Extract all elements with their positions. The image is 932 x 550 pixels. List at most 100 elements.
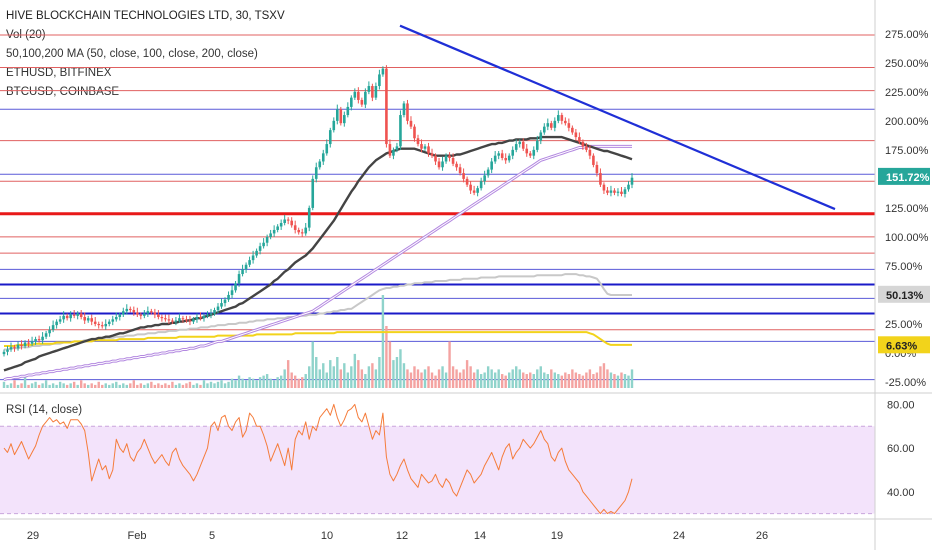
volume-bar: [115, 381, 118, 388]
volume-bar: [479, 374, 483, 388]
volume-bar: [304, 374, 307, 388]
volume-bar: [13, 380, 16, 388]
volume-bar: [493, 372, 497, 388]
price-tick-label: 275.00%: [885, 29, 929, 41]
candle-body: [188, 320, 192, 322]
price-tick-label: 175.00%: [885, 145, 929, 157]
volume-bar: [220, 380, 223, 388]
candle-body: [409, 120, 413, 127]
volume-bar: [318, 369, 321, 388]
candle-body: [514, 144, 518, 150]
volume-bar: [104, 383, 107, 388]
candle-body: [185, 319, 188, 321]
candle-body: [486, 169, 490, 176]
horizontal-levels[interactable]: [0, 34, 875, 381]
volume-bar: [27, 384, 30, 388]
candle-body: [314, 167, 318, 179]
volume-bar: [251, 378, 255, 388]
volume-bar: [623, 374, 627, 388]
price-tick-label: 125.00%: [885, 203, 929, 215]
candle-body: [107, 321, 111, 324]
candle-body: [293, 225, 297, 230]
legend-btc[interactable]: BTCUSD, COINBASE: [6, 86, 120, 98]
candle-body: [20, 344, 23, 347]
candle-body: [9, 347, 13, 350]
volume-bar: [255, 380, 258, 388]
volume-bar: [122, 383, 125, 388]
candle-body: [300, 232, 304, 234]
candle-body: [58, 319, 62, 322]
price-badge: [878, 285, 930, 303]
candle-body: [346, 106, 350, 116]
candle-body: [620, 191, 623, 194]
candle-body: [328, 130, 332, 145]
candle-body: [157, 314, 160, 318]
volume-bar: [371, 363, 374, 388]
candle-body: [528, 153, 532, 156]
volume-bar: [262, 375, 265, 388]
candle-body: [325, 144, 329, 154]
candle-body: [504, 157, 507, 161]
volume-bar: [465, 360, 469, 388]
volume-bar: [62, 383, 65, 388]
volume-bar: [90, 383, 93, 388]
candle-body: [578, 137, 581, 142]
volume-bar: [578, 374, 581, 388]
price-badge-label: 6.63%: [886, 340, 917, 352]
rsi-line: [3, 403, 633, 515]
volume-bar: [174, 384, 178, 388]
volume-bar: [381, 295, 385, 388]
volume-bar: [444, 372, 448, 388]
candle-body: [139, 314, 143, 316]
volume-bar: [293, 375, 297, 388]
volume-bar: [206, 383, 209, 388]
volume-bar: [360, 369, 364, 388]
volume-bar: [97, 381, 100, 388]
volume-bar: [399, 349, 402, 388]
volume-bar: [441, 366, 444, 388]
candle-body: [378, 74, 381, 87]
candle-body: [332, 120, 336, 131]
candle-body: [146, 311, 150, 314]
candle-body: [27, 342, 30, 344]
candle-body: [609, 190, 613, 193]
volume-bar: [125, 384, 128, 388]
volume-bar: [620, 372, 623, 388]
candle-body: [462, 173, 465, 179]
candle-body: [97, 323, 101, 326]
volume-bar: [69, 383, 72, 388]
candle-body: [272, 229, 276, 234]
volume-bar: [374, 369, 378, 388]
volume-bar: [437, 369, 441, 388]
volume-bar: [388, 341, 392, 388]
trendline[interactable]: [399, 24, 836, 211]
candle-body: [364, 91, 367, 105]
volume-bar: [129, 383, 132, 388]
volume-bar: [472, 372, 476, 388]
volume-bar: [385, 326, 388, 388]
candle-body: [395, 146, 399, 150]
candle-body: [630, 177, 634, 185]
candle-body: [427, 146, 430, 154]
candle-body: [118, 314, 122, 318]
volume-bar: [65, 384, 69, 388]
candle-body: [286, 219, 290, 221]
legend-rsi[interactable]: RSI (14, close): [6, 404, 83, 416]
candle-body: [241, 269, 244, 275]
legend-ma[interactable]: 50,100,200 MA (50, close, 100, close, 20…: [6, 48, 258, 60]
volume-bar: [525, 374, 528, 388]
volume-bar: [515, 366, 518, 388]
volume-bar: [609, 372, 613, 388]
volume-bar: [290, 372, 293, 388]
candle-body: [44, 333, 48, 337]
candle-body: [143, 313, 146, 316]
volume-bar: [108, 384, 111, 388]
volume-bar: [37, 384, 41, 388]
legend-eth[interactable]: ETHUSD, BITFINEX: [6, 67, 112, 79]
volume-bar: [504, 375, 507, 388]
price-badges: 151.72% 50.13% 6.63%: [878, 167, 930, 354]
candle-body: [430, 153, 434, 156]
candle-body: [276, 226, 279, 230]
rsi-band: [0, 426, 875, 514]
